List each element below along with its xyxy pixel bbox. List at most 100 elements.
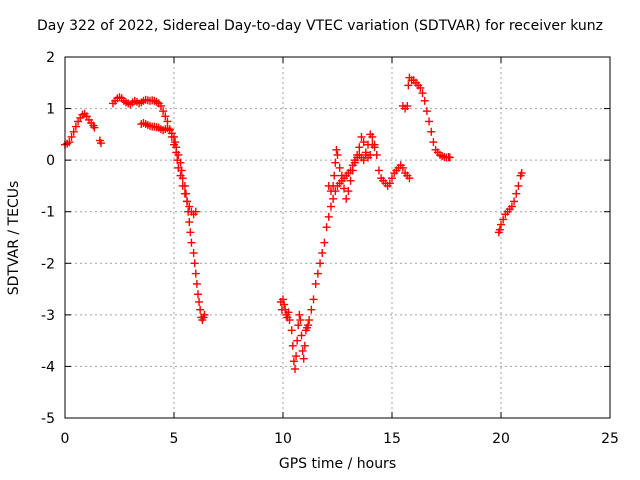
data-point bbox=[514, 181, 523, 190]
data-point bbox=[290, 365, 299, 374]
data-point bbox=[183, 197, 192, 206]
data-point bbox=[495, 225, 504, 234]
data-point bbox=[359, 138, 368, 147]
x-tick-label: 0 bbox=[61, 431, 70, 447]
data-point bbox=[329, 194, 338, 203]
data-point bbox=[346, 176, 355, 185]
data-point bbox=[385, 179, 394, 188]
data-point bbox=[510, 197, 519, 206]
data-point bbox=[299, 354, 308, 363]
data-point bbox=[172, 143, 181, 152]
data-point bbox=[398, 163, 407, 172]
data-point bbox=[344, 187, 353, 196]
data-point bbox=[189, 248, 198, 257]
data-point bbox=[357, 132, 366, 141]
data-point bbox=[318, 248, 327, 257]
data-point bbox=[422, 107, 431, 116]
data-point bbox=[337, 171, 346, 180]
data-point bbox=[298, 346, 307, 355]
x-tick-label: 25 bbox=[601, 431, 619, 447]
data-point bbox=[304, 321, 313, 330]
data-point bbox=[191, 269, 200, 278]
data-point bbox=[190, 259, 199, 268]
y-tick-label: -3 bbox=[41, 308, 55, 324]
y-tick-label: -5 bbox=[41, 411, 55, 427]
data-point bbox=[196, 305, 205, 314]
data-point bbox=[370, 143, 379, 152]
x-tick-label: 15 bbox=[383, 431, 401, 447]
data-point bbox=[71, 122, 80, 131]
data-point bbox=[69, 127, 78, 136]
data-point bbox=[187, 238, 196, 247]
data-point bbox=[67, 132, 76, 141]
y-tick-label: 0 bbox=[46, 153, 55, 169]
data-point bbox=[507, 202, 516, 211]
data-point bbox=[177, 166, 186, 175]
data-points bbox=[61, 73, 526, 374]
data-point bbox=[316, 259, 325, 268]
data-point bbox=[200, 310, 209, 319]
data-point bbox=[297, 331, 306, 340]
axis-ticks: 0 5 10 15 20 25 -5 -4 -3 -2 -1 0 1 2 bbox=[41, 50, 619, 447]
data-point bbox=[163, 117, 172, 126]
data-point bbox=[90, 123, 99, 132]
plot-frame bbox=[64, 56, 611, 419]
data-point bbox=[497, 220, 505, 229]
data-point bbox=[517, 169, 526, 178]
data-point bbox=[425, 117, 434, 126]
data-point bbox=[332, 145, 341, 154]
data-point bbox=[429, 138, 438, 147]
data-point bbox=[499, 215, 508, 224]
data-point bbox=[191, 207, 200, 216]
data-point bbox=[185, 202, 194, 211]
data-point bbox=[292, 352, 301, 361]
data-point bbox=[289, 357, 298, 366]
data-point bbox=[311, 279, 320, 288]
data-point bbox=[427, 127, 436, 136]
data-point bbox=[170, 132, 178, 141]
data-point bbox=[445, 153, 454, 162]
data-point bbox=[403, 101, 412, 110]
data-point bbox=[405, 174, 414, 183]
data-point bbox=[404, 81, 413, 90]
data-point bbox=[176, 158, 185, 167]
data-point bbox=[340, 184, 349, 193]
data-point bbox=[65, 138, 74, 147]
data-point bbox=[374, 166, 383, 175]
data-point bbox=[305, 316, 314, 325]
y-tick-label: 2 bbox=[46, 50, 55, 66]
data-point bbox=[288, 341, 297, 350]
data-point bbox=[366, 150, 375, 159]
data-point bbox=[324, 212, 333, 221]
data-point bbox=[171, 138, 180, 147]
data-point bbox=[309, 295, 318, 304]
x-tick-label: 20 bbox=[492, 431, 510, 447]
data-point bbox=[333, 150, 342, 159]
data-point bbox=[335, 163, 344, 172]
x-tick-label: 5 bbox=[170, 431, 179, 447]
data-point bbox=[295, 310, 304, 319]
data-point bbox=[322, 223, 331, 232]
data-point bbox=[307, 305, 316, 314]
data-point bbox=[192, 279, 201, 288]
data-point bbox=[161, 112, 170, 121]
data-point bbox=[284, 308, 293, 317]
data-point bbox=[185, 218, 194, 227]
data-point bbox=[186, 228, 195, 237]
data-point bbox=[348, 166, 357, 175]
x-axis-label: GPS time / hours bbox=[278, 456, 397, 472]
y-tick-label: -1 bbox=[41, 205, 55, 221]
data-point bbox=[193, 290, 202, 299]
data-point bbox=[320, 238, 329, 247]
grid-lines bbox=[65, 57, 610, 418]
data-point bbox=[361, 148, 370, 157]
data-point bbox=[156, 101, 165, 110]
data-point bbox=[331, 158, 340, 167]
data-point bbox=[329, 181, 338, 190]
data-point bbox=[293, 336, 302, 345]
data-point bbox=[159, 107, 168, 116]
data-point bbox=[326, 187, 335, 196]
data-point bbox=[420, 96, 429, 105]
data-point bbox=[178, 174, 187, 183]
